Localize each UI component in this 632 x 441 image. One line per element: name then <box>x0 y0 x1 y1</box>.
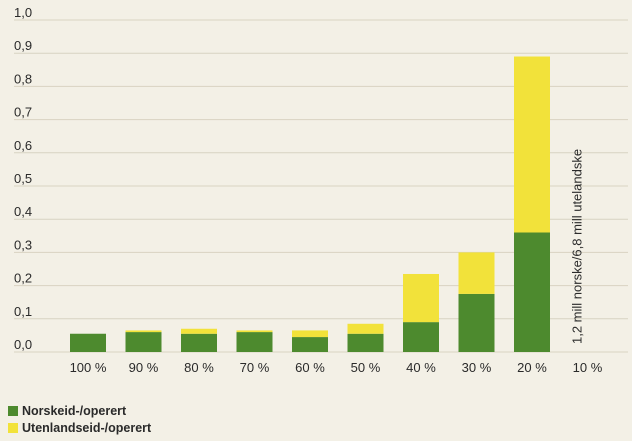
bar-segment <box>458 293 495 352</box>
x-tick-label: 50 % <box>351 360 381 375</box>
annotation-text: 1,2 mill norske/6,8 mill utelandske <box>570 149 585 344</box>
x-tick-label: 20 % <box>517 360 547 375</box>
y-tick-label: 0,7 <box>14 105 32 120</box>
legend-label-utenlandseid: Utenlandseid-/operert <box>22 420 152 435</box>
bar-segment <box>181 328 217 334</box>
x-tick-label: 60 % <box>295 360 325 375</box>
bar-segment <box>403 322 439 352</box>
x-tick-label: 70 % <box>240 360 270 375</box>
y-tick-label: 0,0 <box>14 337 32 352</box>
legend-swatch-norskeid <box>8 405 18 416</box>
legend: Norskeid-/operert Utenlandseid-/operert <box>8 402 151 436</box>
x-tick-label: 10 % <box>573 360 603 375</box>
legend-item-norskeid: Norskeid-/operert <box>8 402 151 419</box>
y-tick-label: 0,1 <box>14 304 32 319</box>
x-tick-label: 30 % <box>462 360 492 375</box>
legend-item-utenlandseid: Utenlandseid-/operert <box>8 419 151 436</box>
bar-segment <box>236 332 273 352</box>
bar-segment <box>403 273 439 323</box>
x-tick-label: 40 % <box>406 360 436 375</box>
x-tick-label: 80 % <box>184 360 214 375</box>
bar-segment <box>347 323 384 334</box>
bar-segment <box>514 56 550 233</box>
bar-segment <box>181 333 217 352</box>
x-tick-label: 90 % <box>129 360 159 375</box>
bar-segment <box>125 332 162 352</box>
y-tick-label: 0,9 <box>14 38 32 53</box>
y-tick-label: 0,2 <box>14 271 32 286</box>
y-tick-label: 0,6 <box>14 138 32 153</box>
y-tick-label: 0,3 <box>14 237 32 252</box>
y-tick-label: 0,4 <box>14 204 32 219</box>
bar-segment <box>125 330 162 333</box>
legend-swatch-utenlandseid <box>8 422 18 433</box>
y-tick-label: 0,8 <box>14 71 32 86</box>
y-tick-label: 0,5 <box>14 171 32 186</box>
bar-segment <box>292 330 328 338</box>
bar-segment <box>292 337 328 352</box>
bar-segment <box>458 252 495 294</box>
bar-segment <box>514 232 550 352</box>
legend-label-norskeid: Norskeid-/operert <box>22 403 127 418</box>
y-tick-label: 1,0 <box>14 5 32 20</box>
bar-segment <box>236 330 273 333</box>
bar-segment <box>70 333 106 352</box>
bar-segment <box>347 333 384 352</box>
x-tick-label: 100 % <box>70 360 107 375</box>
